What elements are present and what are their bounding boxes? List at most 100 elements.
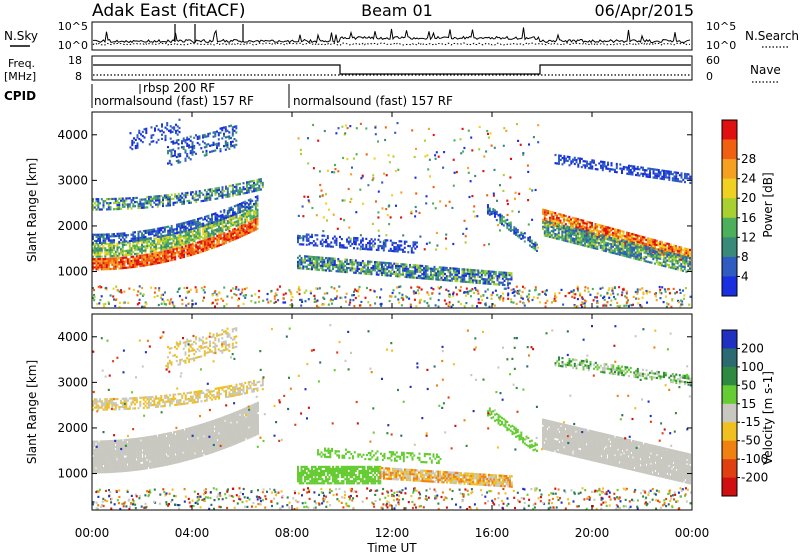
range-gate-cell [501,283,504,286]
range-gate-cell [545,293,547,296]
range-gate-cell [573,231,576,234]
range-gate-cell [576,285,579,288]
range-gate-cell [254,218,257,221]
range-gate-cell [216,144,218,148]
range-gate-cell [488,211,491,214]
range-gate-cell [102,202,105,205]
range-gate-cell [356,263,359,266]
range-gate-cell [649,167,651,170]
range-gate-cell [146,237,149,240]
range-gate-cell [518,192,521,195]
range-gate-cell [109,241,112,244]
range-gate-cell [102,257,105,261]
range-gate-cell [578,239,581,242]
range-gate-cell [149,261,152,264]
range-gate-cell [177,161,180,164]
range-gate-cell [442,270,445,273]
range-gate-cell [344,124,347,127]
range-gate-cell [365,243,368,247]
range-gate-cell [189,139,192,142]
range-gate-cell [633,255,635,258]
range-gate-cell [406,296,409,299]
range-gate-cell [167,251,170,254]
range-gate-cell [639,288,642,291]
range-gate-cell [389,239,392,242]
range-gate-cell [545,220,548,223]
range-gate-cell [586,160,588,163]
range-gate-cell [626,247,628,250]
range-gate-cell [134,239,136,242]
range-gate-cell [675,179,678,182]
range-gate-cell [125,260,128,263]
range-gate-cell [452,303,454,307]
range-gate-cell [190,245,192,248]
range-gate-cell [643,247,646,250]
range-gate-cell [251,217,254,220]
range-gate-cell [321,266,324,270]
range-gate-cell [552,226,555,229]
range-gate-cell [662,245,665,248]
range-gate-cell [205,229,208,233]
range-gate-cell [631,173,634,176]
range-gate-cell [144,249,147,252]
range-gate-cell [407,269,410,273]
range-gate-cell [191,251,194,254]
range-gate-cell [465,280,467,283]
range-gate-cell [193,147,196,150]
range-gate-cell [325,257,327,260]
range-gate-cell [393,270,396,273]
range-gate-cell [92,260,94,263]
range-gate-cell [648,244,651,247]
range-gate-cell [643,257,646,260]
range-gate-cell [240,210,243,213]
range-gate-cell [156,227,159,230]
range-gate-cell [153,241,156,244]
range-gate-cell [374,133,377,136]
range-gate-cell [412,270,415,273]
range-gate-cell [219,235,222,238]
range-gate-cell [430,267,432,270]
range-gate-cell [530,241,533,244]
range-gate-cell [225,193,227,196]
range-gate-cell [237,203,240,206]
range-gate-cell [440,266,443,269]
range-gate-cell [146,253,149,256]
range-gate-cell [636,258,639,261]
range-gate-cell [212,244,215,247]
range-gate-cell [127,266,129,269]
range-gate-cell [242,221,245,224]
range-gate-cell [226,142,229,145]
range-gate-cell [648,237,651,240]
range-gate-cell [361,262,364,265]
range-gate-cell [151,261,154,264]
range-gate-cell [111,241,114,244]
range-gate-cell [349,263,352,266]
range-gate-cell [599,230,602,233]
range-gate-cell [514,290,516,293]
range-gate-cell [512,291,515,294]
range-gate-cell [158,199,161,202]
range-gate-cell [352,294,355,297]
range-gate-cell [365,268,368,271]
range-gate-cell [158,255,161,258]
range-gate-cell [543,209,546,212]
range-gate-cell [102,303,105,306]
range-gate-cell [356,269,359,272]
range-gate-cell [627,253,630,256]
range-gate-cell [177,244,180,247]
range-gate-cell [165,252,168,255]
range-gate-cell [426,301,429,305]
range-gate-cell [132,197,135,200]
range-gate-cell [181,146,183,149]
range-gate-cell [666,248,669,251]
range-gate-cell [307,257,310,260]
range-gate-cell [536,243,538,246]
range-gate-cell [128,197,131,200]
range-gate-cell [223,240,226,243]
range-gate-cell [188,246,191,249]
range-gate-cell [678,258,681,261]
range-gate-cell [666,242,669,245]
range-gate-cell [102,247,105,250]
range-gate-cell [344,260,347,263]
range-gate-cell [676,268,679,271]
